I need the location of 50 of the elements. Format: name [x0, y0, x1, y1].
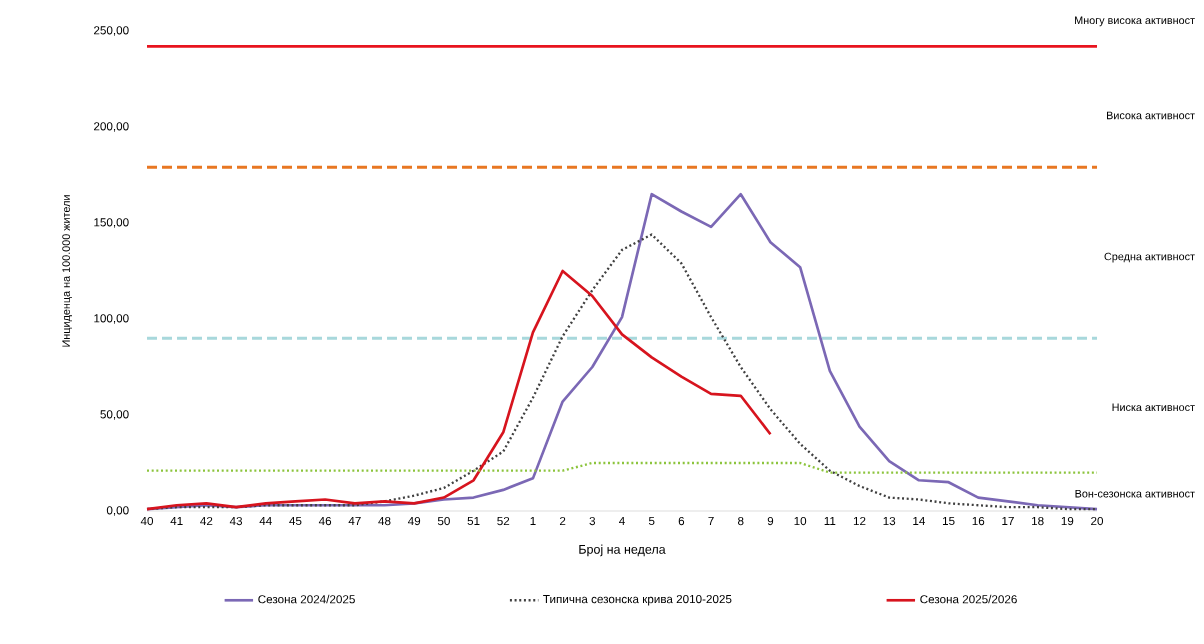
x-tick-label: 12	[853, 516, 866, 526]
x-tick-label: 47	[348, 516, 361, 525]
line-series	[145, 269, 772, 511]
x-tick-label: 50	[437, 516, 450, 526]
x-tick-label: 48	[378, 516, 391, 526]
x-tick-label: 44	[259, 516, 272, 525]
y-axis-title: Инциденца на 100.000 жители	[62, 195, 72, 347]
x-tick-label: 13	[883, 516, 896, 526]
y-tick-label: 100,00	[94, 314, 129, 324]
x-tick-label: 7	[708, 516, 714, 525]
x-tick-label: 6	[678, 516, 685, 526]
x-tick-label: 16	[972, 516, 985, 526]
x-tick-label: 42	[200, 516, 213, 526]
annotation: Вон-сезонска активност	[1075, 489, 1195, 498]
y-tick-label: 0,00	[106, 506, 129, 516]
x-tick-label: 11	[824, 516, 836, 525]
text: Ниска активност	[1112, 403, 1195, 412]
x-tick-label: 18	[1032, 516, 1044, 526]
x-tick-label: 17	[1002, 516, 1014, 525]
x-tick-label: 20	[1091, 516, 1104, 526]
y-tick-label: 250,00	[94, 26, 129, 36]
x-tick-label: 52	[497, 516, 510, 526]
x-tick-label: 1	[530, 516, 536, 525]
x-tick-label: 51	[467, 516, 480, 526]
x-tick-label: 45	[289, 516, 302, 526]
x-axis-title: Број на недела	[579, 544, 666, 557]
y-tick-label: 50,00	[100, 410, 129, 420]
text: Средна активност	[1104, 252, 1195, 263]
x-tick-label: 8	[738, 516, 744, 526]
x-tick-label: 41	[170, 516, 183, 525]
y-tick-label: 200,00	[94, 122, 129, 132]
x-tick-label: 4	[619, 516, 625, 525]
y-tick-label: 150,00	[94, 218, 129, 228]
x-tick-label: 46	[318, 516, 332, 526]
x-tick-label: 9	[767, 516, 774, 526]
x-tick-label: 5	[648, 516, 655, 526]
x-tick-label: 15	[942, 516, 955, 526]
legend-label: Сезона 2025/2026	[920, 594, 1017, 604]
x-tick-label: 14	[913, 516, 926, 525]
x-tick-label: 10	[794, 516, 807, 526]
legend-label: Типична сезонска крива 2010-2025	[543, 594, 732, 606]
text: Висока активност	[1107, 111, 1195, 120]
x-tick-label: 3	[589, 516, 596, 526]
x-tick-label: 49	[407, 516, 421, 526]
x-tick-label: 43	[229, 516, 243, 526]
legend-label: Сезона 2024/2025	[258, 594, 355, 604]
text: Многу висока активност	[1075, 16, 1195, 27]
x-tick-label: 2	[559, 516, 566, 526]
x-tick-label: 19	[1061, 516, 1074, 526]
x-tick-label: 40	[140, 516, 154, 526]
